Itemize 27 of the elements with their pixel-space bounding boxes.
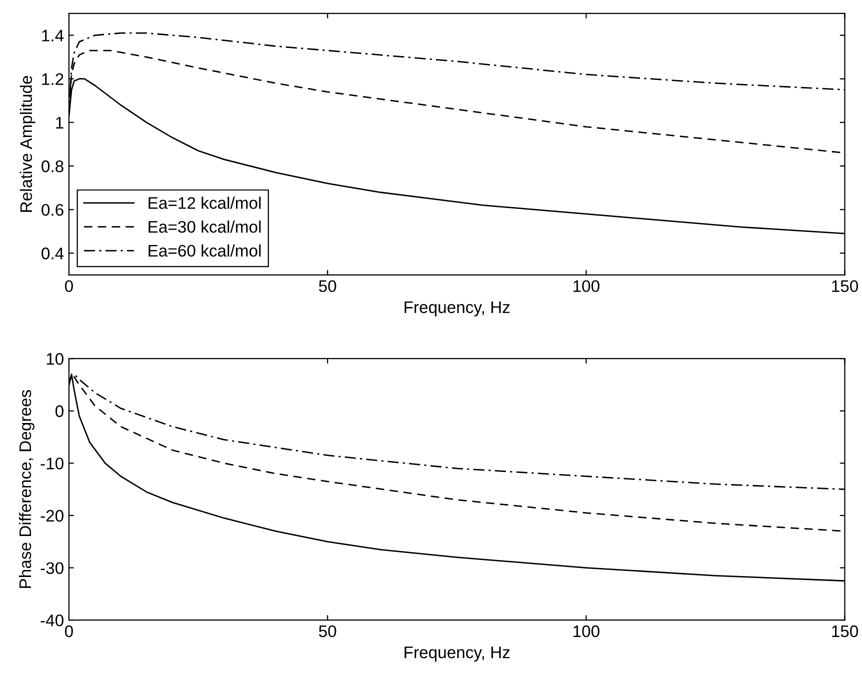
y-tick-label: -10 (40, 458, 64, 470)
y-tick-label: -40 (40, 614, 64, 626)
x-tick-label: 150 (832, 280, 858, 292)
y-tick-label: -20 (40, 510, 64, 522)
y-axis-title: Relative Amplitude (20, 76, 36, 212)
x-axis-title: Frequency, Hz (404, 646, 510, 662)
y-tick-label: 1.2 (42, 73, 64, 85)
x-tick-label: 0 (64, 625, 73, 638)
legend-label: Ea=60 kcal/mol (148, 244, 261, 257)
x-tick-label: 100 (574, 280, 600, 292)
y-tick-label: 1.4 (42, 30, 64, 42)
y-tick-label: 1 (56, 116, 64, 128)
y-tick-label: -30 (40, 562, 64, 574)
y-axis-title: Phase Difference, Degrees (18, 390, 34, 588)
legend-label: Ea=30 kcal/mol (148, 220, 261, 233)
x-tick-label: 50 (318, 625, 336, 638)
legend-label: Ea=12 kcal/mol (148, 196, 261, 209)
y-tick-label: 0 (55, 405, 64, 418)
y-tick-label: 10 (46, 353, 64, 365)
x-tick-label: 150 (832, 625, 858, 638)
y-tick-label: 0.4 (42, 248, 64, 260)
y-tick-label: 0.6 (42, 204, 64, 216)
x-tick-label: 100 (574, 625, 600, 638)
x-tick-label: 50 (318, 280, 336, 292)
x-tick-label: 0 (64, 280, 73, 292)
y-tick-label: 0.8 (42, 160, 64, 172)
x-axis-title: Frequency, Hz (404, 302, 510, 316)
